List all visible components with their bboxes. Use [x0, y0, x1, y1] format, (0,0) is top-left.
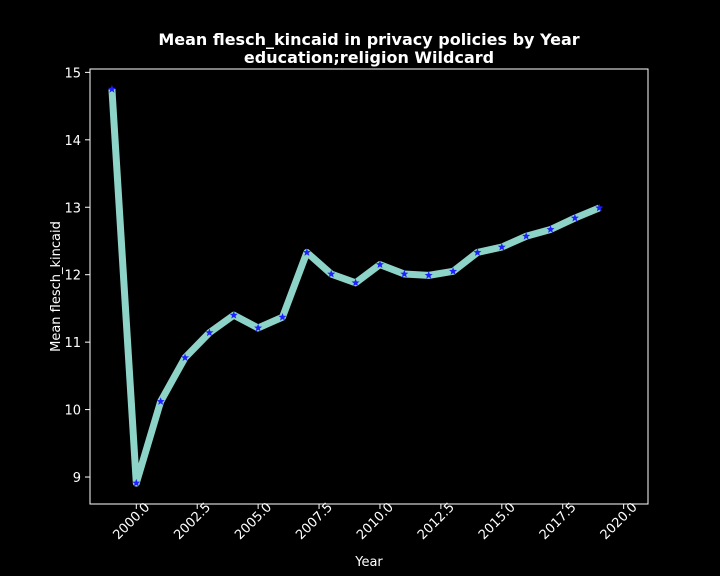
data-point-star — [595, 203, 604, 212]
data-point-star — [302, 248, 311, 256]
data-point-star — [449, 267, 458, 275]
y-tick-label: 11 — [64, 336, 81, 351]
y-tick-label: 12 — [64, 269, 81, 284]
data-point-star — [522, 232, 531, 240]
data-point-star — [107, 85, 116, 93]
data-point-star — [424, 271, 433, 279]
y-tick-label: 9 — [73, 471, 81, 486]
data-point-star — [351, 278, 360, 287]
y-tick-label: 14 — [64, 134, 81, 149]
data-point-star — [229, 310, 238, 319]
y-tick-label: 10 — [64, 404, 81, 419]
data-point-star — [181, 353, 190, 362]
data-point-star — [497, 242, 506, 251]
y-axis-label: Mean flesch_kincaid — [49, 221, 64, 352]
data-point-star — [278, 312, 287, 321]
plot-area-frame — [89, 68, 649, 505]
data-point-star — [205, 328, 214, 337]
data-point-star — [375, 260, 384, 268]
data-point-star — [132, 478, 141, 487]
chart-title-line-1: Mean flesch_kincaid in privacy policies … — [158, 30, 579, 49]
data-point-star — [473, 248, 482, 256]
y-tick-label: 13 — [64, 201, 81, 216]
data-point-star — [570, 213, 579, 222]
y-tick-label: 15 — [64, 66, 81, 81]
data-point-star — [546, 225, 555, 233]
data-point-star — [254, 323, 263, 332]
data-point-star — [400, 269, 409, 278]
data-point-star — [327, 269, 336, 278]
series-layer — [107, 85, 604, 487]
y-axis: 9 10 11 12 13 14 15 — [64, 66, 90, 486]
x-axis-label: Year — [354, 555, 383, 570]
data-point-star — [156, 397, 165, 405]
chart-title-line-2: education;religion Wildcard — [244, 48, 494, 67]
